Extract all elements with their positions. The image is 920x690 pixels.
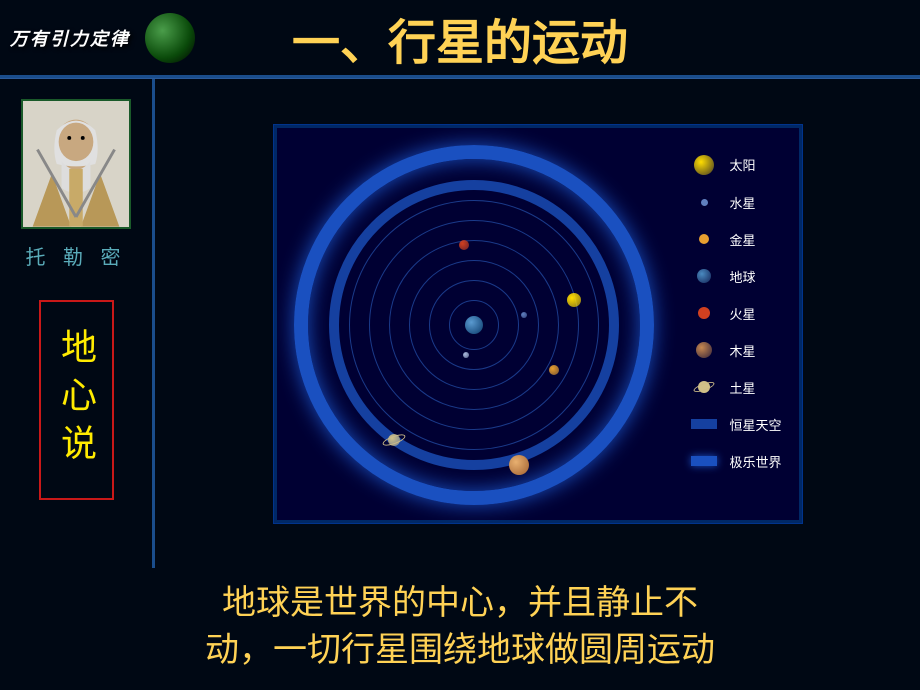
center-earth (465, 316, 483, 334)
legend: 太阳水星金星地球火星木星土星恒星天空极乐世界 (691, 155, 781, 471)
globe-icon (145, 13, 195, 63)
legend-swatch-icon (696, 342, 712, 358)
legend-label: 恒星天空 (729, 415, 781, 434)
planet-mercury (521, 312, 527, 318)
planet-venus (549, 365, 559, 375)
planet-jupiter (509, 455, 529, 475)
legend-swatch-icon (697, 269, 711, 283)
legend-item: 木星 (691, 341, 781, 360)
legend-label: 水星 (729, 193, 755, 212)
description-text: 地球是世界的中心，并且静止不 动，一切行星围绕地球做圆周运动 (0, 580, 920, 675)
legend-swatch-icon (694, 155, 714, 175)
legend-label: 极乐世界 (729, 452, 781, 471)
planet-sun-orbit (567, 293, 581, 307)
theory-box: 地心说 (39, 300, 114, 500)
orbit-area (294, 145, 654, 505)
legend-item: 地球 (691, 267, 781, 286)
logo-text: 万有引力定律 (10, 25, 130, 51)
legend-label: 地球 (729, 267, 755, 286)
legend-bar-icon (691, 456, 717, 466)
scholar-portrait (21, 99, 131, 229)
legend-item: 土星 (691, 378, 781, 397)
center-panel: 太阳水星金星地球火星木星土星恒星天空极乐世界 (155, 79, 920, 568)
legend-item: 火星 (691, 304, 781, 323)
legend-label: 太阳 (729, 155, 755, 174)
legend-label: 火星 (729, 304, 755, 323)
theory-label: 地心说 (50, 328, 102, 472)
legend-item: 水星 (691, 193, 781, 212)
legend-swatch-icon (698, 307, 710, 319)
description-line-1: 地球是世界的中心，并且静止不 (222, 584, 698, 622)
description-line-2: 动，一切行星围绕地球做圆周运动 (205, 631, 715, 669)
legend-label: 金星 (729, 230, 755, 249)
left-panel: 托 勒 密 地心说 (0, 79, 155, 568)
legend-label: 木星 (729, 341, 755, 360)
logo-area: 万有引力定律 (0, 13, 195, 63)
legend-bar-icon (691, 419, 717, 429)
legend-swatch-icon (699, 234, 709, 244)
legend-item: 极乐世界 (691, 452, 781, 471)
legend-item: 太阳 (691, 155, 781, 175)
legend-item: 金星 (691, 230, 781, 249)
planet-moon (463, 352, 469, 358)
main-area: 托 勒 密 地心说 太阳水星金星地球火星木星土星恒星天空极乐世界 (0, 78, 920, 568)
planet-mars (459, 240, 469, 250)
legend-label: 土星 (729, 378, 755, 397)
header-bar: 万有引力定律 一、行星的运动 (0, 0, 920, 78)
geocentric-diagram: 太阳水星金星地球火星木星土星恒星天空极乐世界 (273, 124, 803, 524)
page-title: 一、行星的运动 (292, 3, 628, 73)
legend-saturn-icon (698, 381, 710, 393)
scholar-name: 托 勒 密 (25, 241, 126, 270)
legend-item: 恒星天空 (691, 415, 781, 434)
legend-swatch-icon (701, 199, 708, 206)
